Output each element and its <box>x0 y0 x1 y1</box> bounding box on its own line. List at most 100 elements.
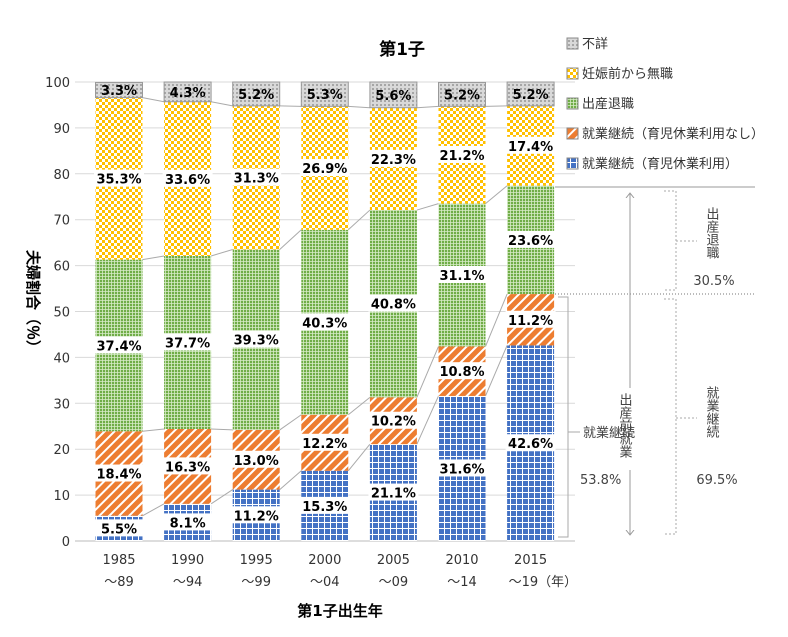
y-tick-label: 80 <box>53 168 70 183</box>
chart-title: 第1子 <box>379 39 425 60</box>
series-connector <box>210 249 233 257</box>
y-tick-label: 90 <box>53 122 70 137</box>
series-connector <box>210 489 233 505</box>
quit-value: 30.5% <box>693 274 734 289</box>
bar-segment <box>300 81 349 107</box>
data-label-bg <box>94 519 144 537</box>
data-label: 17.4% <box>508 140 553 155</box>
data-label: 8.1% <box>170 516 206 531</box>
legend-label: 不詳 <box>582 36 608 52</box>
series-connector <box>416 203 439 211</box>
data-label: 26.9% <box>302 162 347 177</box>
data-label-bg <box>505 136 556 154</box>
data-label-bg <box>505 434 556 452</box>
data-label: 5.3% <box>307 88 343 103</box>
annotations: 出産前就業 就業継続 53.8% 出産退職 30.5% 就業継続 69.5% <box>555 186 755 538</box>
data-label: 22.3% <box>371 153 416 168</box>
data-label-bg <box>162 333 213 351</box>
x-axis-label: 第1子出生年 <box>297 602 382 620</box>
series-connector <box>485 185 508 205</box>
x-tick-label: 1985 <box>102 553 135 568</box>
legend-item: 不詳 <box>566 36 608 52</box>
series-connector <box>279 470 302 490</box>
data-label-bg <box>231 506 282 524</box>
data-label: 3.3% <box>101 84 137 99</box>
series-connector <box>142 503 165 517</box>
data-label: 5.6% <box>375 89 411 104</box>
legend-item: 就業継続（育児休業利用） <box>566 156 738 172</box>
data-label: 11.2% <box>508 314 553 329</box>
data-label: 21.1% <box>371 487 416 502</box>
data-label-bg <box>368 411 419 429</box>
legend-swatch <box>566 157 579 170</box>
x-tick-label-range: ～04 <box>310 575 340 590</box>
data-label-bg <box>94 169 144 187</box>
data-label-bg <box>299 313 350 331</box>
data-label: 12.2% <box>302 437 347 452</box>
data-label: 5.2% <box>238 88 274 103</box>
series-connector <box>279 414 302 431</box>
data-label: 10.8% <box>439 365 484 380</box>
data-label: 37.7% <box>165 336 210 351</box>
data-label-bg <box>162 513 213 531</box>
y-tick-label: 60 <box>53 260 70 275</box>
bar-segment <box>506 81 555 107</box>
data-label-bg <box>505 230 556 248</box>
y-tick-label: 10 <box>53 489 70 504</box>
series-connector <box>211 101 233 107</box>
x-tick-label: 1995 <box>240 553 273 568</box>
bar-segment <box>163 81 212 103</box>
data-label: 31.6% <box>439 462 484 477</box>
data-label-bg <box>299 433 350 451</box>
data-label: 31.3% <box>234 172 279 187</box>
legend-swatch <box>566 67 579 80</box>
series-connector <box>142 428 165 432</box>
legend-swatch <box>566 37 579 50</box>
x-tick-label-range: ～89 <box>104 575 134 590</box>
data-label: 10.2% <box>371 415 416 430</box>
bar-segment <box>438 81 486 107</box>
data-label-bg <box>505 310 556 328</box>
quit-label: 出産退職 <box>704 207 720 259</box>
bar-segment <box>232 81 281 107</box>
data-label-bg <box>299 496 350 514</box>
data-label: 35.3% <box>96 173 141 188</box>
x-tick-label-range: ～14 <box>447 575 477 590</box>
legend-item: 妊娠前から無職 <box>566 66 673 82</box>
data-label: 4.3% <box>170 86 206 101</box>
series-connector <box>142 255 165 261</box>
bar-segment <box>369 81 418 109</box>
y-tick-label: 40 <box>53 351 70 366</box>
series-connector <box>485 293 508 347</box>
continued-left-label: 就業継続 <box>583 425 635 441</box>
bar-segment <box>95 81 143 99</box>
continued-left-value: 53.8% <box>580 473 621 488</box>
series-connector <box>347 209 371 231</box>
data-label: 37.4% <box>96 339 141 354</box>
data-label-bg <box>162 169 213 187</box>
x-tick-label-range: ～09 <box>379 575 409 590</box>
legend-label: 就業継続（育児休業利用なし） <box>582 126 764 142</box>
legend-label: 就業継続（育児休業利用） <box>582 156 738 172</box>
series-connector <box>416 395 439 445</box>
series-connector <box>347 396 371 416</box>
legend-swatch <box>566 97 579 110</box>
series-connector <box>416 346 439 398</box>
data-label: 31.1% <box>439 269 484 284</box>
y-tick-label: 0 <box>62 535 70 550</box>
data-label-bg <box>299 159 350 177</box>
data-label: 23.6% <box>508 234 553 249</box>
pre-birth-employment-label: 出産前就業 <box>617 393 633 458</box>
data-label: 16.3% <box>165 460 210 475</box>
data-label-bg <box>94 464 144 482</box>
x-tick-label-range: ～19（年） <box>509 575 578 590</box>
data-label-bg <box>368 149 419 167</box>
legend-swatch <box>566 127 579 140</box>
data-label: 40.8% <box>371 298 416 313</box>
series-connector <box>279 229 302 250</box>
y-tick-label: 30 <box>53 397 70 412</box>
x-tick-label: 1990 <box>171 553 204 568</box>
x-tick-label: 2000 <box>308 553 341 568</box>
x-tick-label-range: ～94 <box>173 575 203 590</box>
